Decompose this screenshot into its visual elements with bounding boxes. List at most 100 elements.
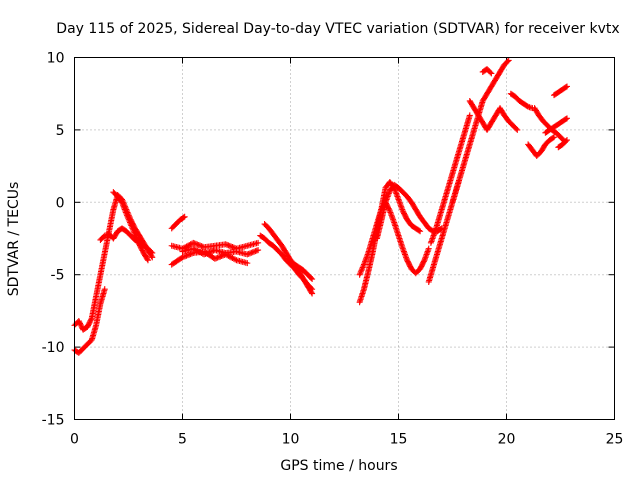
data-point bbox=[187, 241, 194, 248]
data-point bbox=[133, 235, 140, 242]
y-tick-label: -10 bbox=[42, 340, 65, 356]
data-point bbox=[255, 239, 262, 246]
data-point bbox=[127, 221, 134, 228]
series-arc-4 bbox=[110, 189, 151, 264]
data-point bbox=[130, 228, 137, 235]
series-arc-11 bbox=[287, 257, 316, 283]
series-arc-24 bbox=[551, 83, 570, 99]
data-point bbox=[118, 198, 125, 205]
data-point bbox=[228, 254, 235, 261]
data-point bbox=[487, 69, 494, 76]
data-point bbox=[180, 214, 187, 221]
data-point bbox=[135, 238, 142, 245]
data-point bbox=[130, 226, 137, 233]
data-point bbox=[229, 255, 236, 262]
chart-title: Day 115 of 2025, Sidereal Day-to-day VTE… bbox=[56, 21, 619, 37]
data-point bbox=[198, 249, 205, 256]
data-point bbox=[504, 58, 511, 65]
data-point bbox=[420, 258, 427, 265]
data-point bbox=[197, 249, 204, 256]
series-arc-20 bbox=[507, 90, 536, 112]
data-point bbox=[308, 274, 315, 281]
data-point bbox=[125, 215, 132, 222]
data-point bbox=[386, 206, 393, 213]
data-point bbox=[183, 243, 190, 250]
data-point bbox=[416, 227, 423, 234]
data-points bbox=[71, 57, 570, 356]
data-point bbox=[195, 248, 202, 255]
y-tick-label: 10 bbox=[47, 51, 65, 67]
series-arc-21 bbox=[525, 134, 558, 159]
data-point bbox=[123, 212, 130, 219]
data-point bbox=[131, 231, 138, 238]
y-axis-title: SDTVAR / TECUs bbox=[6, 182, 22, 297]
data-point bbox=[514, 126, 521, 133]
y-tick-label: -5 bbox=[51, 268, 65, 284]
data-point bbox=[513, 125, 520, 132]
data-point bbox=[232, 256, 239, 263]
data-point bbox=[358, 267, 365, 274]
data-point bbox=[562, 84, 569, 91]
data-point bbox=[125, 216, 132, 223]
data-point bbox=[127, 219, 134, 226]
data-point bbox=[135, 239, 142, 246]
data-point bbox=[309, 276, 316, 283]
data-point bbox=[126, 218, 133, 225]
series-arc-17 bbox=[449, 57, 512, 206]
y-tick-label: 5 bbox=[56, 123, 65, 139]
data-point bbox=[466, 112, 473, 119]
data-point bbox=[549, 134, 556, 141]
y-tick-label: 0 bbox=[56, 195, 65, 211]
data-point bbox=[505, 57, 512, 64]
data-point bbox=[356, 271, 363, 278]
series-arc-5 bbox=[168, 213, 188, 232]
data-point bbox=[563, 83, 570, 90]
series-arc-23 bbox=[542, 115, 570, 136]
data-point bbox=[190, 245, 197, 252]
data-point bbox=[181, 213, 188, 220]
data-point bbox=[88, 316, 95, 323]
data-point bbox=[144, 256, 151, 263]
data-point bbox=[193, 247, 199, 254]
data-point bbox=[244, 260, 251, 267]
series-arc-2 bbox=[71, 286, 108, 356]
data-point bbox=[129, 225, 136, 232]
data-point bbox=[128, 223, 135, 230]
data-point bbox=[101, 286, 108, 293]
x-axis-title: GPS time / hours bbox=[280, 458, 397, 474]
x-tick-label: 20 bbox=[498, 432, 516, 448]
data-point bbox=[425, 245, 432, 252]
data-point bbox=[357, 268, 364, 275]
data-point bbox=[191, 246, 198, 253]
data-point bbox=[226, 253, 233, 260]
data-point bbox=[128, 222, 135, 229]
data-point bbox=[230, 255, 237, 262]
data-point bbox=[360, 263, 367, 270]
x-tick-label: 25 bbox=[606, 432, 624, 448]
data-point bbox=[132, 232, 139, 239]
data-point bbox=[131, 229, 138, 236]
x-tick-label: 0 bbox=[70, 432, 79, 448]
data-point bbox=[308, 289, 315, 296]
series-arc-19 bbox=[479, 66, 495, 77]
data-point bbox=[437, 226, 444, 233]
x-tick-label: 15 bbox=[390, 432, 408, 448]
data-point bbox=[186, 242, 193, 249]
data-point bbox=[357, 270, 364, 277]
x-tick-label: 5 bbox=[178, 432, 187, 448]
data-point bbox=[184, 242, 191, 249]
series-arc-6 bbox=[168, 239, 262, 252]
data-point bbox=[562, 138, 569, 145]
data-point bbox=[148, 248, 155, 255]
series-arc-25 bbox=[555, 137, 570, 151]
data-point bbox=[562, 116, 569, 123]
data-point bbox=[309, 290, 316, 297]
data-point bbox=[359, 265, 366, 272]
data-point bbox=[144, 257, 151, 264]
data-point bbox=[123, 210, 130, 217]
data-point bbox=[149, 249, 156, 256]
data-point bbox=[551, 134, 558, 141]
y-tick-label: -15 bbox=[42, 413, 65, 429]
